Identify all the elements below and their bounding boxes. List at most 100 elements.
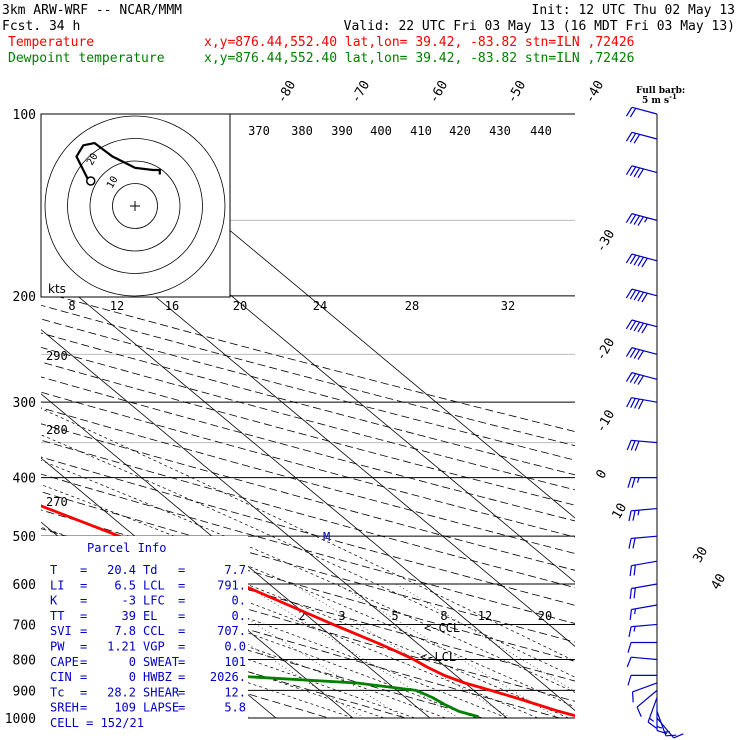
wind-barb-staff <box>631 439 658 444</box>
pressure-tick-label: 500 <box>13 530 36 545</box>
parcel-label: CCL <box>143 624 165 638</box>
wind-barb-full <box>629 609 632 620</box>
wind-barb-full <box>625 319 633 330</box>
wind-barb-full <box>637 322 644 333</box>
wind-barb-full <box>625 213 633 223</box>
parcel-equals: = <box>80 655 87 669</box>
parcel-equals: = <box>80 609 87 623</box>
theta-e-label: 8 <box>68 299 75 313</box>
wind-barb-full <box>632 537 636 549</box>
pressure-tick-label: 900 <box>13 684 36 699</box>
moist-adiabat-line <box>41 434 575 678</box>
dry-adiabat-line <box>41 587 485 718</box>
wind-barb <box>625 213 658 226</box>
moist-adiabat-line <box>41 576 446 718</box>
wind-barb-full <box>633 255 641 266</box>
theta-label: 370 <box>248 124 270 138</box>
pressure-tick-label: 300 <box>13 396 36 411</box>
parcel-equals: = <box>178 609 185 623</box>
parcel-value: 101 <box>224 655 246 669</box>
isotherm-line <box>41 264 575 712</box>
parcel-value: 7.7 <box>224 563 246 577</box>
hodograph-ring-label: 10 <box>105 175 121 191</box>
wind-barb-full <box>625 131 633 142</box>
mixing-ratio-label: 2 <box>298 609 305 623</box>
isotherm-top-label: -70 <box>348 78 373 106</box>
wind-barb-staff <box>631 106 658 115</box>
wind-barb-staff <box>631 165 658 174</box>
barb-legend-speed: 5 m s <box>642 96 669 106</box>
wind-barb-full <box>625 288 633 299</box>
temperature-location: x,y=876.44,552.40 lat,lon= 39.42, -83.82… <box>204 35 634 50</box>
wind-barb-full <box>637 350 644 360</box>
wind-barb-full <box>673 733 684 739</box>
pressure-tick-label: 800 <box>13 653 36 668</box>
wind-barb-full <box>633 321 641 332</box>
ccl-marker: <-CCL <box>424 621 460 635</box>
wind-barb-full <box>625 165 633 176</box>
pressure-tick-label: 200 <box>13 290 36 305</box>
hodograph-ring <box>44 115 226 297</box>
wind-barb-half <box>649 717 655 722</box>
isotherm-line <box>41 393 431 718</box>
dry-adiabat-line <box>41 491 575 643</box>
wind-barb-full <box>633 349 641 359</box>
wind-barb <box>629 560 658 577</box>
hodograph-ring <box>89 160 181 252</box>
wind-barb-full <box>656 729 668 735</box>
wind-barb-full <box>628 538 632 549</box>
wind-barb-full <box>629 107 637 118</box>
parcel-value: 6.5 <box>114 578 136 592</box>
hodograph-ring <box>112 183 158 229</box>
wind-barb-full <box>629 132 637 143</box>
hodograph-trace <box>75 141 161 180</box>
isotherm-side-label: 0 <box>593 467 610 481</box>
dewpoint-location: x,y=876.44,552.40 lat,lon= 39.42, -83.82… <box>204 51 634 66</box>
wind-barb-full <box>631 477 636 488</box>
wind-barb-staff <box>656 711 667 736</box>
dewpoint-legend: Dewpoint temperature <box>8 51 165 66</box>
pressure-tick-label: 700 <box>13 618 36 633</box>
wind-barb <box>625 253 658 268</box>
wind-barb <box>627 641 657 653</box>
wind-barb-staff <box>631 213 658 221</box>
wind-barb-full <box>647 721 657 729</box>
wind-barb-staff <box>631 535 658 540</box>
parcel-label: Tc <box>50 685 64 699</box>
parcel-label: LCL <box>143 578 165 592</box>
wind-barb-full <box>629 320 637 331</box>
parcel-label: LI <box>50 578 64 592</box>
wind-barb-full <box>637 256 644 267</box>
parcel-info-title: Parcel Info <box>87 541 166 555</box>
wind-barb-staff <box>631 372 658 380</box>
theta-e-label: 16 <box>165 299 179 313</box>
wind-barb-full <box>628 510 632 522</box>
wind-barb-staff <box>631 397 658 403</box>
parcel-label: TT <box>50 609 64 623</box>
parcel-label: CIN <box>50 670 72 684</box>
wind-barb-staff <box>631 507 658 512</box>
wind-barb-full <box>637 168 644 179</box>
temperature-legend: Temperature <box>8 35 94 50</box>
pressure-tick-label: 600 <box>13 578 36 593</box>
theta-e-label: 32 <box>501 299 515 313</box>
pressure-tick-label: 1000 <box>5 712 36 727</box>
wind-barb <box>656 704 668 735</box>
wind-barb-staff <box>631 656 658 661</box>
parcel-equals: = <box>178 594 185 608</box>
wind-barb-staff <box>631 131 658 140</box>
parcel-equals: = <box>80 624 87 638</box>
wind-barb <box>626 397 658 410</box>
dry-adiabat-label: 270 <box>46 495 68 509</box>
wind-barb-full <box>625 347 633 357</box>
wind-barb-staff <box>632 682 658 693</box>
wind-barb-staff <box>656 717 675 739</box>
parcel-equals: = <box>80 578 87 592</box>
lcl-marker: <-LCL <box>420 650 456 664</box>
parcel-cell: CELL = 152/21 <box>50 716 144 730</box>
wind-barb-staff <box>647 697 658 723</box>
isotherm-top-label: -60 <box>426 78 451 106</box>
wind-barb-full <box>632 510 636 521</box>
parcel-equals: = <box>178 640 185 654</box>
wind-barb-full <box>627 477 632 488</box>
